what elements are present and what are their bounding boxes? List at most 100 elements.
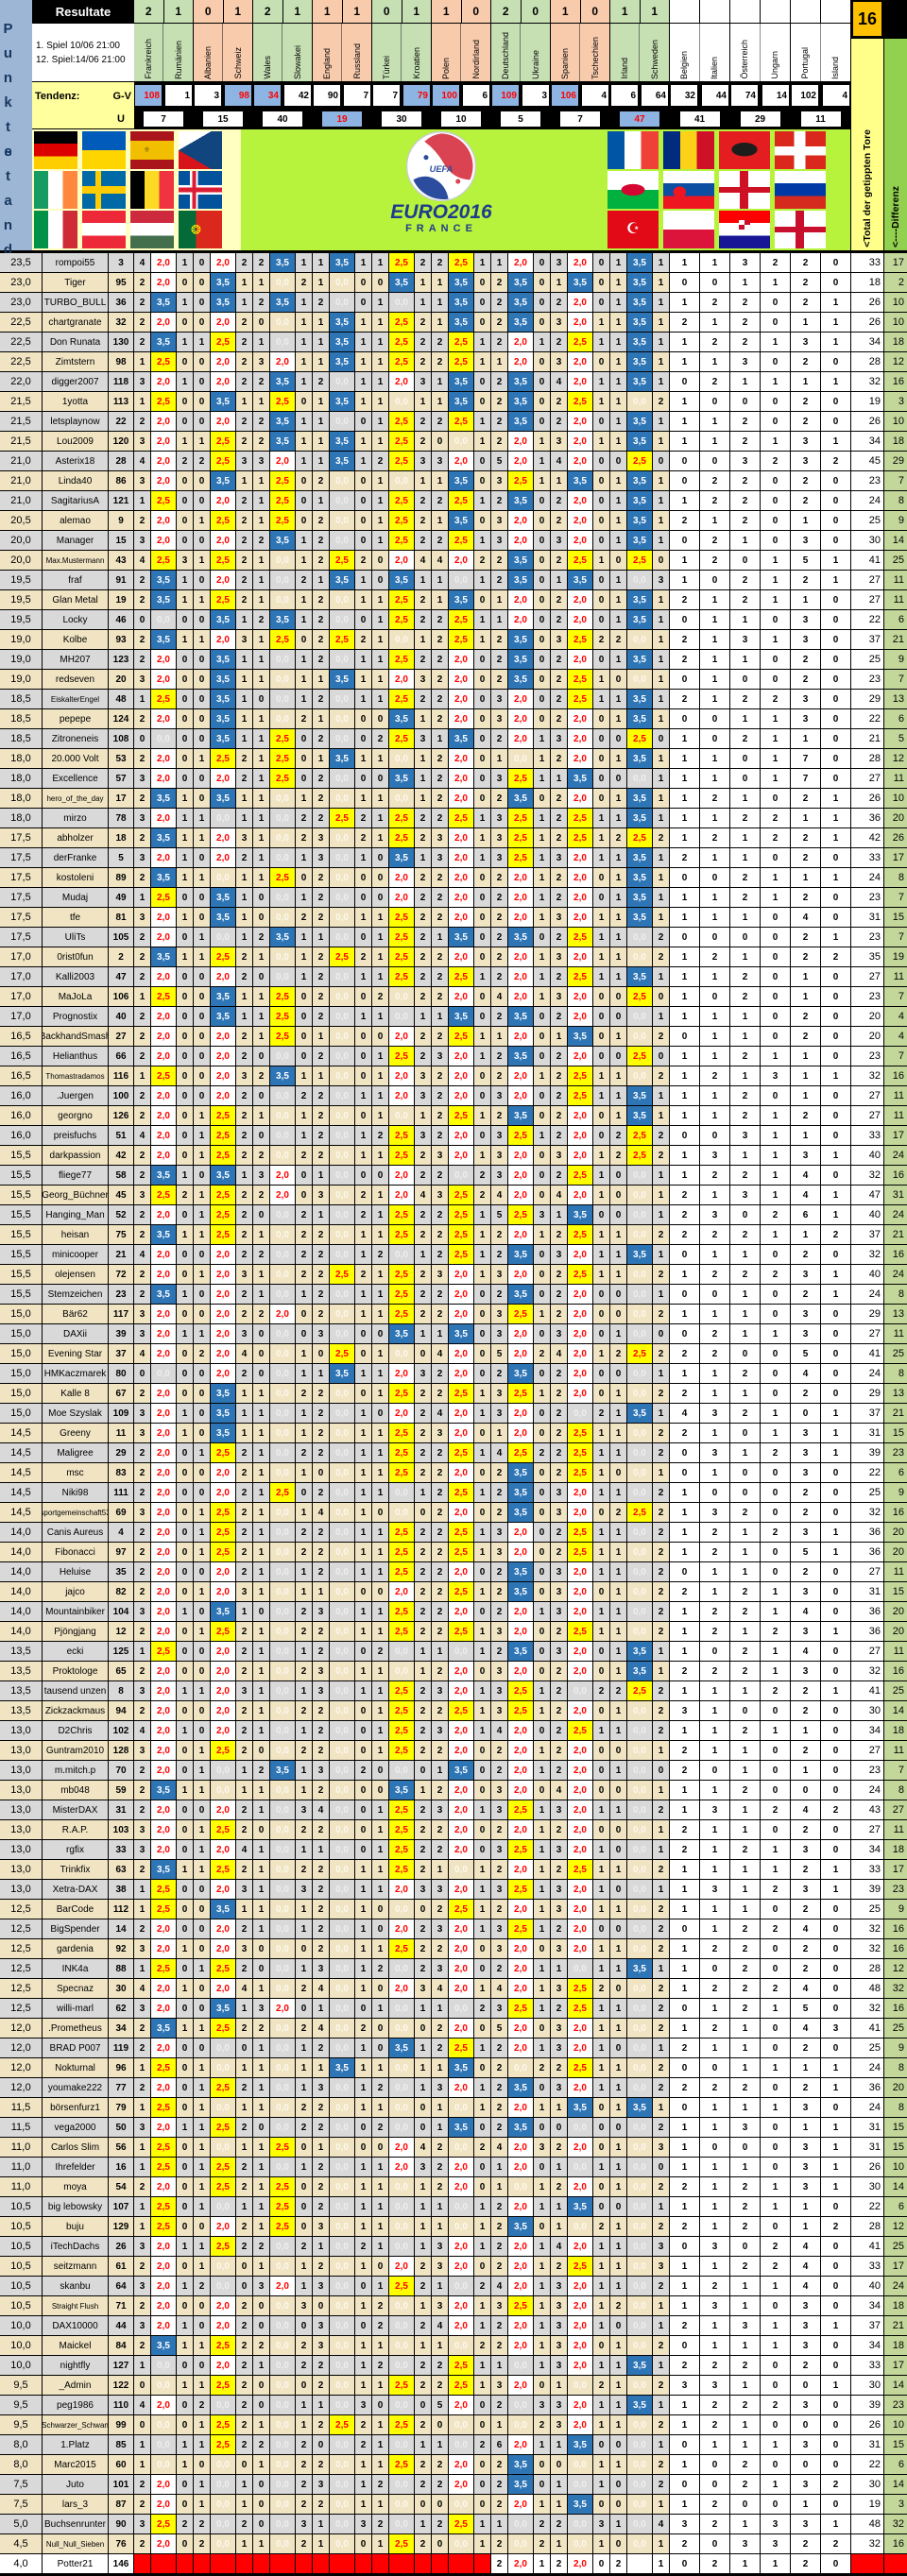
match-points-m8: 2,0: [568, 2237, 592, 2256]
tip-away-m1: 0: [177, 1086, 193, 1105]
tip-away-m7: 0: [534, 1146, 550, 1165]
open-tip-home-m12: 3: [791, 709, 820, 728]
tip-home-m1: 2: [134, 928, 150, 947]
tip-home-m7: 3: [491, 1543, 507, 1561]
match-points-m1: 2,0: [151, 1265, 176, 1284]
tip-home-m8: 2: [551, 2515, 567, 2533]
tip-home-m4: 1: [313, 2237, 329, 2256]
player-id: 39: [109, 1324, 133, 1343]
tip-away-m7: 1: [534, 2435, 550, 2454]
open-tip-home-m12: 3: [791, 531, 820, 550]
tip-away-m9: 2: [653, 1999, 669, 2018]
tip-home-m1: 2: [134, 1047, 150, 1066]
open-tip-away-m10: 2: [700, 789, 729, 808]
total-tipped-goals: 22: [851, 2197, 883, 2216]
tip-home-m5: 0: [372, 2257, 388, 2276]
schedule-cell: 1. Spiel 10/06 21:00 12. Spiel:14/06 21:…: [32, 24, 134, 81]
tip-home-m6: 4: [432, 2316, 448, 2335]
match-points-m1: 3,5: [151, 789, 176, 808]
tip-away-m1: 0: [177, 1642, 193, 1661]
tip-home-m5: 1: [372, 1364, 388, 1383]
tip-away-m9: 1: [653, 630, 669, 649]
player-id: 38: [109, 1880, 133, 1899]
open-tip-home-m11: 2: [730, 1939, 760, 1958]
match-points-m5: 2,0: [389, 1979, 414, 1998]
total-tipped-goals: 27: [851, 1562, 883, 1581]
match-points-m5: 2,5: [389, 2455, 414, 2474]
open-tip-away-m11: 0: [761, 610, 790, 629]
player-row: 10,5 iTechDachs 26 3 2,0 1 1 2,5 2 2 0,0 2 1 0,0 2 1 0,0…: [0, 2237, 907, 2256]
tip-away-m1: 0: [177, 1999, 193, 2018]
tip-home-m9: 1: [610, 2177, 626, 2196]
match-points-m4: 2,5: [330, 2415, 354, 2434]
tip-home-m2: 2: [194, 2534, 210, 2553]
match-points-m3: 2,5: [270, 2177, 295, 2196]
player-row: 17,0 Prognostix 40 2 2,0 0 0 3,5 1 1 2,5 0 2 0,0 1 1 0,0…: [0, 1007, 907, 1026]
open-tip-away-m12: 0: [821, 729, 850, 748]
match-points-m2: 0,0: [211, 2277, 235, 2295]
player-row: 13,0 Xetra-DAX 38 1 2,5 0 0 2,0 3 1 0,0 3 2 0,0 1 1 2,0 3…: [0, 1880, 907, 1899]
tip-home-m5: 1: [372, 749, 388, 768]
tip-home-m8: 3: [551, 1324, 567, 1343]
tip-away-m3: 0: [296, 1186, 312, 1204]
tip-away-m7: 1: [534, 749, 550, 768]
match-points-m4: 0,0: [330, 1900, 354, 1919]
tip-home-m6: 3: [432, 1880, 448, 1899]
tip-home-m5: 1: [372, 670, 388, 689]
tip-home-m6: 1: [432, 2217, 448, 2236]
tip-away-m9: 3: [653, 2138, 669, 2157]
tip-away-m6: 0: [474, 452, 490, 470]
player-row: 13,0 MisterDAX 31 2 2,0 0 0 2,0 2 1 0,0 3 4 0,0 0 1 2,5 2…: [0, 1800, 907, 1819]
flag-spain-emblem: ⚜: [143, 145, 151, 155]
tip-away-m8: 0: [593, 531, 609, 550]
match-points-m7: 2,0: [508, 253, 533, 272]
tip-home-m5: 2: [372, 2316, 388, 2335]
goal-difference: 6: [884, 610, 907, 629]
tip-away-m4: 1: [355, 253, 371, 272]
open-tip-away-m10: 0: [700, 1483, 729, 1502]
tip-away-m4: 1: [355, 2058, 371, 2077]
tip-home-m7: 5: [491, 1344, 507, 1363]
tip-home-m1: 3: [134, 1305, 150, 1323]
open-tip-away-m10: 1: [700, 412, 729, 431]
tip-home-m8: 2: [551, 2058, 567, 2077]
tip-home-m2: 0: [194, 1245, 210, 1264]
goal-difference: 7: [884, 670, 907, 689]
open-tip-away-m12: 0: [821, 1900, 850, 1919]
tip-away-m8: 1: [593, 372, 609, 391]
player-id: 65: [109, 1662, 133, 1680]
match-points-m1: 2,0: [151, 1027, 176, 1046]
tip-home-m7: 2: [491, 2237, 507, 2256]
tip-away-m9: 2: [653, 1344, 669, 1363]
tip-away-m2: 2: [236, 1959, 252, 1978]
tip-home-m6: 2: [432, 1781, 448, 1800]
player-id: 110: [109, 2396, 133, 2414]
tip-away-m2: 2: [236, 1523, 252, 1542]
open-tip-home-m11: 1: [730, 828, 760, 847]
tip-away-m8: 1: [593, 2058, 609, 2077]
tip-away-m2: 2: [236, 947, 252, 966]
tip-away-m9: 2: [653, 2078, 669, 2097]
tip-home-m8: 2: [551, 1007, 567, 1026]
match-points-m6: 2,5: [449, 1186, 473, 1204]
player-points: 13,5: [0, 1662, 42, 1680]
open-tip-home-m11: 1: [730, 908, 760, 927]
open-tip-away-m12: 2: [821, 1800, 850, 1819]
match-points-m9: 2,5: [627, 1344, 652, 1363]
match-points-m7: 2,5: [508, 769, 533, 788]
tip-away-m6: 1: [474, 2237, 490, 2256]
tip-away-m5: 1: [415, 293, 431, 312]
tip-home-m4: 1: [313, 1066, 329, 1085]
tip-away-m5: 1: [415, 2217, 431, 2236]
match-points-m2: 2,5: [211, 511, 235, 530]
tip-home-m6: 2: [432, 2019, 448, 2038]
tip-away-m3: [296, 2554, 312, 2573]
open-tip-home-m12: 2: [791, 1900, 820, 1919]
match-points-m4: 0,0: [330, 2495, 354, 2514]
flag-russia: [775, 171, 826, 209]
match-points-m9: 0,0: [627, 2534, 652, 2553]
open-tip-away-m10: 2: [700, 1979, 729, 1998]
tip-home-m1: 1: [134, 2217, 150, 2236]
tip-home-m5: 1: [372, 491, 388, 510]
tip-away-m2: 2: [236, 1106, 252, 1125]
